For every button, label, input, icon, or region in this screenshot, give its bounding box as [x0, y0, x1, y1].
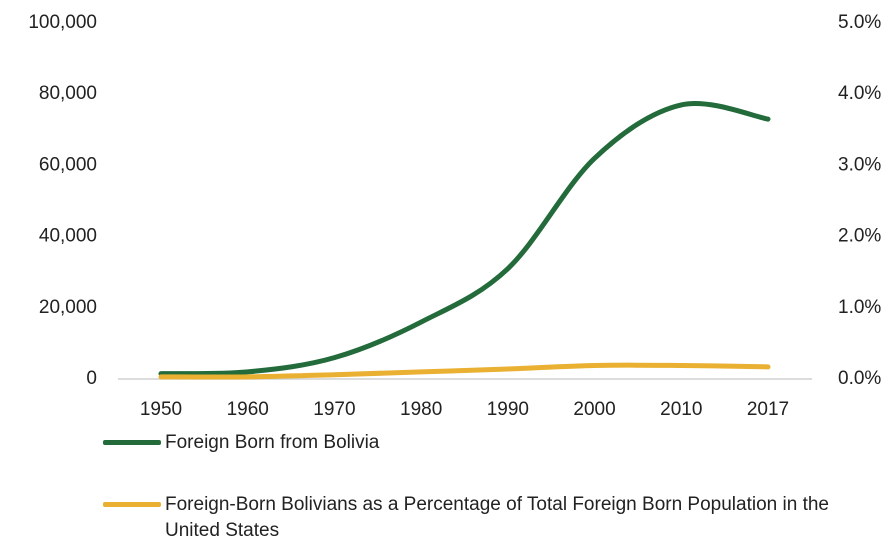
legend-swatch — [103, 502, 161, 507]
y-tick-label: 20,000 — [39, 297, 97, 318]
y-tick-label: 0 — [86, 368, 97, 389]
legend-item: Foreign Born from Bolivia — [103, 430, 835, 456]
x-tick-label: 1990 — [487, 399, 529, 420]
series-line — [158, 362, 771, 380]
y2-tick-label: 2.0% — [838, 226, 881, 247]
x-tick-label: 2010 — [660, 399, 702, 420]
y2-tick-label: 3.0% — [838, 154, 881, 175]
x-tick-label: 1960 — [227, 399, 269, 420]
x-tick-label: 1950 — [140, 399, 182, 420]
legend-label: Foreign Born from Bolivia — [165, 432, 380, 453]
y2-tick-label: 5.0% — [838, 12, 881, 33]
legend-item: Foreign-Born Bolivians as a Percentage o… — [103, 492, 835, 544]
x-tick-label: 1980 — [400, 399, 442, 420]
series-line — [158, 101, 771, 377]
y2-tick-label: 1.0% — [838, 297, 881, 318]
plot: 0 20,000 40,000 60,000 80,000 100,000 0.0% 1.0%… — [28, 12, 881, 420]
y-tick-label: 100,000 — [28, 12, 97, 33]
x-tick-label: 1970 — [313, 399, 355, 420]
y2-tick-label: 0.0% — [838, 368, 881, 389]
x-tick-label: 2000 — [573, 399, 615, 420]
y-tick-label: 60,000 — [39, 154, 97, 175]
y-tick-label: 40,000 — [39, 226, 97, 247]
legend-swatch — [103, 440, 161, 445]
x-tick-label: 2017 — [747, 399, 789, 420]
y-tick-label: 80,000 — [39, 83, 97, 104]
y2-tick-label: 4.0% — [838, 83, 881, 104]
legend-label: Foreign-Born Bolivians as a Percentage o… — [165, 494, 829, 541]
